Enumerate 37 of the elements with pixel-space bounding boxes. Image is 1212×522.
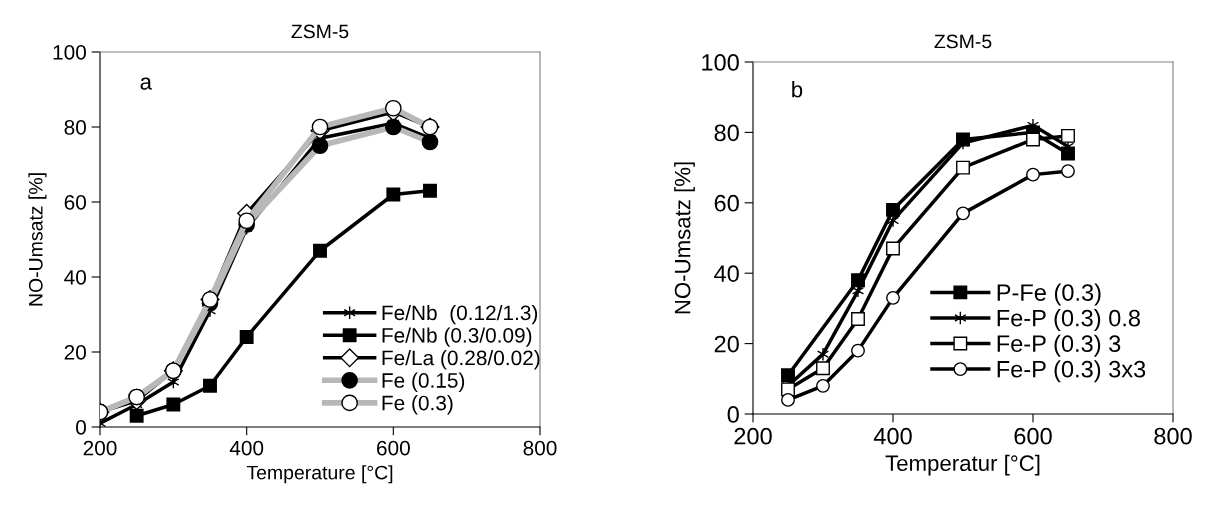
legend-label: Fe (0.15) [382, 372, 465, 392]
y-tick-label: 0 [727, 406, 739, 423]
x-tick-label: 400 [229, 440, 264, 456]
x-tick-label: 400 [873, 427, 912, 445]
y-tick-label: 40 [714, 265, 739, 282]
y-tick-label: 80 [64, 120, 86, 135]
legend-label: Fe-P (0.3) 0.8 [997, 309, 1140, 332]
y-tick-label: 60 [714, 194, 739, 212]
legend-label: Fe (0.3) [382, 395, 453, 415]
x-tick-label: 200 [83, 440, 117, 456]
x-axis-title: Temperatur [°C] [885, 454, 1040, 476]
x-tick-label: 200 [734, 427, 772, 445]
chart-title: ZSM-5 [291, 24, 349, 39]
y-tick-label: 100 [702, 54, 739, 71]
y-tick-label: 20 [64, 345, 86, 360]
annotation: a [140, 77, 152, 90]
x-axis-title: Temperature [°C] [246, 465, 393, 484]
y-tick-label: 60 [64, 195, 86, 210]
y-tick-label: 40 [64, 270, 86, 285]
x-tick-label: 800 [1154, 427, 1192, 445]
y-axis-title: NO-Umsatz [%] [674, 162, 695, 314]
y-axis-title: NO-Umsatz [%] [28, 173, 47, 306]
legend-label: Fe/La (0.28/0.02) [382, 349, 540, 370]
y-tick-label: 20 [714, 335, 739, 353]
y-tick-label: 0 [76, 420, 86, 435]
legend-label: P-Fe (0.3) [997, 283, 1101, 306]
legend-label: Fe-P (0.3) 3 [997, 334, 1121, 357]
y-tick-label: 100 [53, 45, 86, 60]
chart-title: ZSM-5 [934, 34, 992, 49]
x-tick-label: 600 [377, 440, 410, 456]
annotation: b [792, 81, 803, 98]
legend-label: Fe/Nb (0.3/0.09) [382, 327, 532, 347]
legend-label: Fe-P (0.3) 3x3 [997, 360, 1146, 383]
legend-label: Fe/Nb (0.12/1.3) [382, 304, 538, 325]
y-tick-label: 80 [714, 124, 739, 142]
x-tick-label: 600 [1014, 427, 1052, 445]
x-tick-label: 800 [523, 440, 557, 456]
